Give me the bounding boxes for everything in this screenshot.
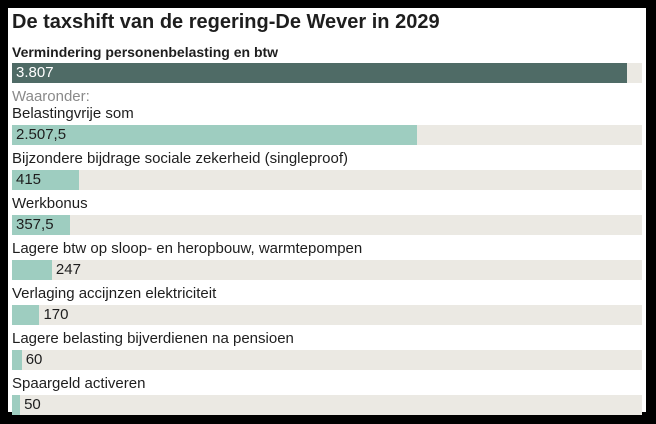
total-bar bbox=[12, 63, 627, 83]
total-category-label: Vermindering personenbelasting en btw bbox=[12, 44, 279, 60]
bar bbox=[12, 260, 52, 280]
bar-value-label: 415 bbox=[16, 171, 42, 188]
bar-value-label: 247 bbox=[55, 261, 81, 278]
bar-value-label: 50 bbox=[24, 396, 41, 413]
bar bbox=[12, 395, 21, 415]
category-label: Spaargeld activeren bbox=[12, 375, 146, 392]
total-bar-track: 3.807 bbox=[12, 63, 642, 83]
bar bbox=[12, 305, 40, 325]
bar bbox=[12, 350, 22, 370]
bar-value-label: 357,5 bbox=[16, 216, 54, 233]
bar-value-label: 170 bbox=[43, 306, 69, 323]
bar-track: 357,5 bbox=[12, 215, 642, 235]
chart-panel: De taxshift van de regering-De Wever in … bbox=[8, 8, 646, 415]
bar-value-label: 2.507,5 bbox=[16, 126, 67, 143]
category-label: Lagere belasting bijverdienen na pensioe… bbox=[12, 330, 294, 347]
bar-track: 50 bbox=[12, 395, 642, 415]
bar-track: 415 bbox=[12, 170, 642, 190]
category-label: Werkbonus bbox=[12, 195, 88, 212]
category-label: Lagere btw op sloop- en heropbouw, warmt… bbox=[12, 240, 363, 257]
bar bbox=[12, 170, 80, 190]
bar-track: 170 bbox=[12, 305, 642, 325]
bar bbox=[12, 125, 418, 145]
category-label: Belastingvrije som bbox=[12, 105, 134, 122]
category-label: Verlaging accijnzen elektriciteit bbox=[12, 285, 217, 302]
chart-title: De taxshift van de regering-De Wever in … bbox=[12, 11, 440, 33]
bar-track: 2.507,5 bbox=[12, 125, 642, 145]
bar bbox=[12, 215, 70, 235]
category-label: Bijzondere bijdrage sociale zekerheid (s… bbox=[12, 150, 349, 167]
total-bar-value: 3.807 bbox=[16, 64, 54, 81]
group-label: Waaronder: bbox=[12, 88, 90, 105]
bar-value-label: 60 bbox=[25, 351, 43, 368]
bar-track: 60 bbox=[12, 350, 642, 370]
bar-track: 247 bbox=[12, 260, 642, 280]
